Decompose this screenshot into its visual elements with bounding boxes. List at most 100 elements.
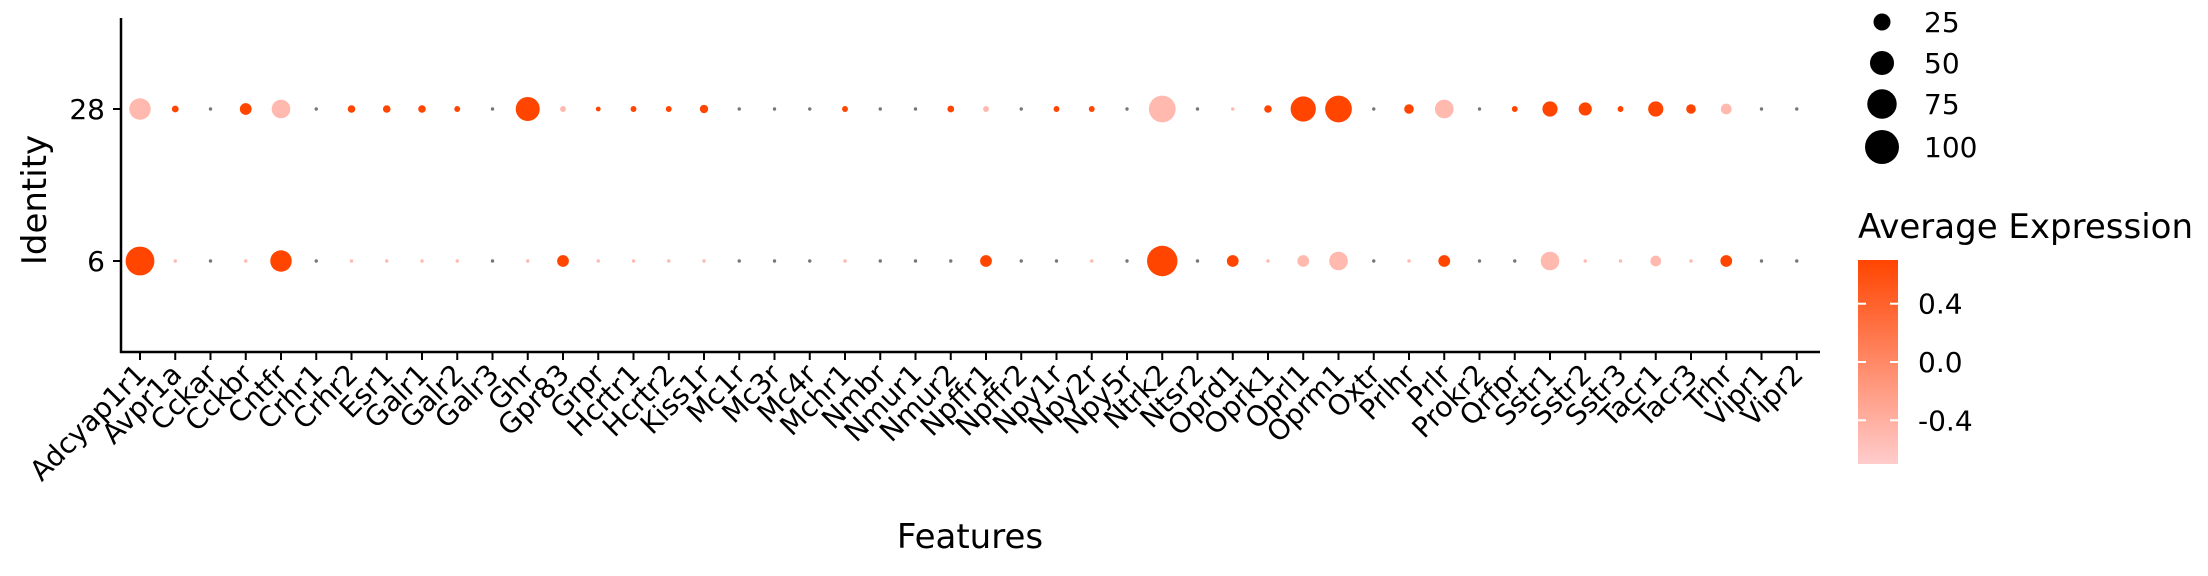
dot-point [1054,259,1059,263]
dot-point [1477,107,1482,111]
dot-point [1795,107,1799,111]
dot-point [737,259,741,263]
dot-point [382,105,391,113]
dot-point [385,259,389,263]
dot-point [1795,259,1799,263]
dot-point [1266,259,1270,263]
color-legend: Average Expression 0.4 0.0 -0.4 [1858,207,2193,464]
y-tick-label: 28 [69,93,105,126]
dot-point [947,105,955,113]
dot-point [878,259,882,263]
dot-point [173,259,177,263]
dot-point [808,259,812,263]
dot-point [1759,107,1764,111]
x-tick-labels: Adcyap1r1Avpr1aCckarCckbrCntfrCrhr1Crhr2… [23,352,1810,487]
size-legend-dot [1873,13,1891,31]
dot-point [1513,259,1517,263]
dot-point [702,259,706,263]
size-legend-dot [1867,89,1897,119]
dot-point [420,259,424,263]
dot-point [949,259,953,263]
dot-point [270,250,292,272]
dot-point [1325,95,1352,123]
size-legend-label: 75 [1924,88,1960,121]
dot-point [665,106,672,112]
dot-point [1404,104,1414,114]
dot-point [1019,259,1023,263]
dot-point [1650,255,1662,267]
dot-point [1617,106,1624,112]
dot-point [271,99,291,119]
dot-point [595,106,601,112]
color-legend-label: 0.0 [1918,346,1963,379]
dot-point [1372,259,1376,263]
dot-point [1618,259,1623,263]
dot-point [980,255,992,267]
dot-point [1578,102,1592,116]
dots [125,95,1799,277]
dot-point [129,98,151,120]
y-tick-label: 6 [87,245,105,278]
dot-point [1148,95,1176,123]
dot-point [983,106,989,112]
dot-point [349,259,354,263]
dot-point [630,106,637,112]
dot-point [314,107,318,111]
dot-point [1090,259,1094,263]
dot-point [1297,255,1310,267]
dot-point [560,106,566,112]
size-legend-label: 50 [1924,47,1960,80]
dot-point [1407,259,1411,263]
size-legend-dot [1865,130,1899,164]
dot-point [843,259,847,263]
dot-point [1226,255,1239,267]
dot-point [1648,101,1664,117]
dot-point [1231,107,1235,111]
color-legend-label: 0.4 [1918,288,1963,321]
dot-point [490,259,495,263]
dot-point [208,107,213,111]
dot-point [557,255,569,267]
dot-point [347,105,356,113]
dot-point [1195,107,1200,111]
dot-point [1019,107,1023,111]
dot-point [125,246,155,276]
color-legend-title: Average Expression [1858,207,2193,247]
dot-point [1147,245,1178,277]
dot-point [1540,251,1560,271]
dot-point [314,259,318,263]
y-tick-labels: 28 6 [69,93,121,278]
dot-point [526,259,530,263]
dot-point [699,104,709,114]
dot-point [1583,259,1587,263]
size-legend-dot [1869,50,1895,76]
dot-point [1088,106,1095,112]
dot-point [1053,106,1060,112]
dot-point [772,107,777,111]
dot-point [772,259,777,263]
dot-point [515,96,540,122]
dot-point [1290,96,1316,122]
size-legend: 25 50 75 100 [1865,6,1977,164]
dot-point [1195,259,1200,263]
axes [119,18,1820,354]
dot-point [842,106,848,112]
size-legend-label: 100 [1924,131,1977,164]
dot-point [878,107,882,111]
dot-point [1125,259,1129,263]
dot-point [1329,251,1348,271]
dot-point [631,259,636,263]
dot-point [418,105,426,113]
dot-point [1720,255,1733,267]
dot-point [239,103,252,115]
color-legend-label: -0.4 [1918,404,1973,437]
x-axis-title: Features [897,517,1043,557]
dot-point [1759,259,1764,263]
dot-point [913,259,918,263]
dot-point [808,107,812,111]
dot-point [1125,107,1129,111]
dot-point [171,105,179,113]
dot-point [1477,259,1482,263]
dot-point [1434,99,1454,119]
